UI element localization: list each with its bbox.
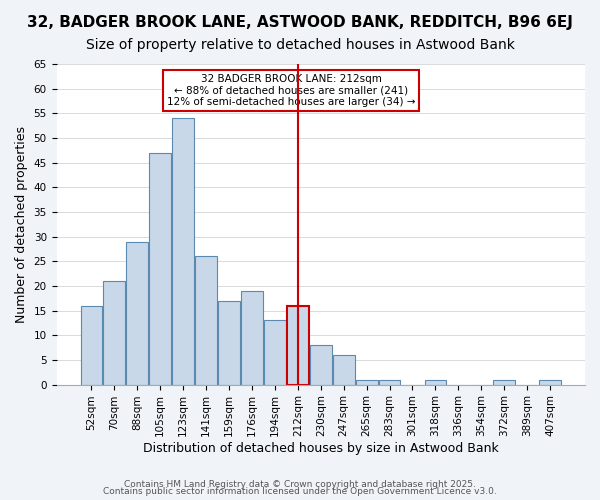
Bar	[241, 291, 263, 384]
Bar	[356, 380, 377, 384]
Y-axis label: Number of detached properties: Number of detached properties	[15, 126, 28, 323]
Bar	[539, 380, 561, 384]
Text: Contains HM Land Registry data © Crown copyright and database right 2025.: Contains HM Land Registry data © Crown c…	[124, 480, 476, 489]
Text: Size of property relative to detached houses in Astwood Bank: Size of property relative to detached ho…	[86, 38, 514, 52]
X-axis label: Distribution of detached houses by size in Astwood Bank: Distribution of detached houses by size …	[143, 442, 499, 455]
Bar	[218, 300, 240, 384]
Bar	[379, 380, 400, 384]
Bar	[264, 320, 286, 384]
Bar	[149, 153, 171, 384]
Bar	[425, 380, 446, 384]
Bar	[103, 281, 125, 384]
Bar	[310, 345, 332, 385]
Bar	[80, 306, 103, 384]
Bar	[333, 355, 355, 384]
Text: 32 BADGER BROOK LANE: 212sqm
← 88% of detached houses are smaller (241)
12% of s: 32 BADGER BROOK LANE: 212sqm ← 88% of de…	[167, 74, 415, 107]
Text: 32, BADGER BROOK LANE, ASTWOOD BANK, REDDITCH, B96 6EJ: 32, BADGER BROOK LANE, ASTWOOD BANK, RED…	[27, 15, 573, 30]
Bar	[195, 256, 217, 384]
Bar	[287, 306, 309, 384]
Bar	[493, 380, 515, 384]
Bar	[172, 118, 194, 384]
Bar	[127, 242, 148, 384]
Text: Contains public sector information licensed under the Open Government Licence v3: Contains public sector information licen…	[103, 487, 497, 496]
